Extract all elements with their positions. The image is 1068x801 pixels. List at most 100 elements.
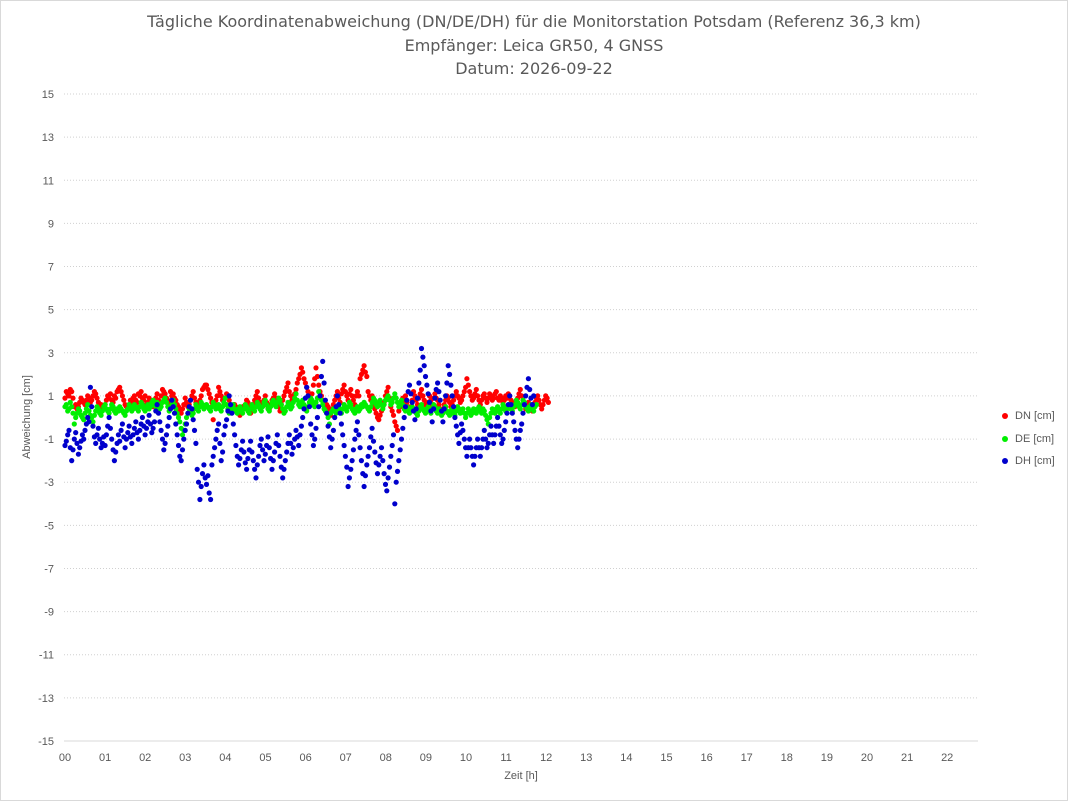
y-tick-label: 13 xyxy=(42,132,54,144)
y-axis-label: Abweichung [cm] xyxy=(21,375,33,459)
point-dh xyxy=(334,393,340,399)
point-dh xyxy=(329,436,335,442)
point-dh xyxy=(220,449,226,455)
point-de xyxy=(175,414,182,421)
point-dh xyxy=(226,393,232,399)
x-axis-label: Zeit [h] xyxy=(504,770,538,782)
x-tick-label: 22 xyxy=(941,752,953,764)
point-dh xyxy=(389,442,395,449)
point-dh xyxy=(183,421,190,427)
point-dh xyxy=(230,421,236,427)
y-tick-label: -11 xyxy=(39,650,54,662)
point-dh xyxy=(282,458,288,464)
point-de xyxy=(318,397,324,403)
point-dn xyxy=(179,406,186,412)
x-tick-label: 16 xyxy=(700,752,712,764)
point-dh xyxy=(107,425,113,431)
point-dh xyxy=(71,436,77,442)
point-dh xyxy=(317,393,323,399)
point-dh xyxy=(361,483,367,490)
point-dh xyxy=(512,427,518,433)
point-dh xyxy=(447,371,453,377)
point-dh xyxy=(491,440,497,446)
x-tick-label: 07 xyxy=(340,752,352,764)
point-dh xyxy=(222,423,228,429)
point-dh xyxy=(208,496,214,503)
point-dn xyxy=(402,393,409,399)
point-dh xyxy=(313,425,319,431)
point-de xyxy=(246,410,252,416)
point-de xyxy=(385,393,391,399)
point-dh xyxy=(277,453,283,459)
point-dn xyxy=(121,397,127,403)
point-de xyxy=(240,410,246,416)
x-tick-label: 13 xyxy=(580,752,592,764)
point-dh xyxy=(401,414,407,421)
point-dh xyxy=(508,402,514,408)
point-dh xyxy=(179,447,186,453)
point-de xyxy=(525,408,532,414)
point-de xyxy=(70,410,76,416)
point-dh xyxy=(159,436,166,442)
point-dh xyxy=(320,358,326,364)
point-dh xyxy=(443,393,449,399)
point-dn xyxy=(465,382,471,388)
point-dh xyxy=(177,453,183,459)
point-dh xyxy=(384,488,390,494)
point-dh xyxy=(397,447,403,453)
point-dh xyxy=(516,436,522,442)
point-dh xyxy=(305,393,311,399)
point-de xyxy=(82,410,88,416)
point-dn xyxy=(107,391,113,397)
point-dn xyxy=(94,395,100,401)
point-dh xyxy=(87,384,93,390)
point-dh xyxy=(257,442,263,449)
point-dn xyxy=(309,391,315,397)
point-dh xyxy=(218,458,224,464)
point-dh xyxy=(481,427,487,433)
point-de xyxy=(389,399,395,405)
legend-marker-de xyxy=(1002,436,1008,442)
point-de xyxy=(282,408,288,414)
y-tick-label: -3 xyxy=(44,477,54,489)
point-dh xyxy=(163,432,170,438)
point-de xyxy=(264,402,270,408)
point-dh xyxy=(241,449,247,455)
point-de xyxy=(73,414,79,421)
point-dn xyxy=(281,393,287,399)
point-dn xyxy=(436,402,442,408)
point-de xyxy=(86,408,92,414)
point-dh xyxy=(272,449,278,455)
point-dh xyxy=(394,468,401,474)
point-dn xyxy=(479,397,485,403)
point-dh xyxy=(201,462,207,468)
x-tick-label: 03 xyxy=(179,752,191,764)
point-dn xyxy=(154,391,160,397)
point-dh xyxy=(483,436,489,442)
legend-label-de: DE [cm] xyxy=(1015,433,1055,445)
point-dh xyxy=(123,436,129,442)
point-dh xyxy=(81,436,87,442)
point-dn xyxy=(118,389,124,395)
point-dn xyxy=(285,380,291,386)
point-dn xyxy=(69,389,75,395)
x-tick-label: 08 xyxy=(380,752,392,764)
point-dn xyxy=(262,393,268,399)
y-tick-label: 1 xyxy=(48,391,54,403)
point-dh xyxy=(346,475,352,481)
point-dh xyxy=(69,458,75,464)
point-dn xyxy=(475,393,481,399)
point-dh xyxy=(392,501,398,507)
point-de xyxy=(483,412,489,418)
point-dn xyxy=(461,389,467,395)
point-de xyxy=(481,408,487,414)
point-dh xyxy=(197,496,203,503)
point-dh xyxy=(182,427,188,433)
point-dh xyxy=(520,410,526,416)
point-dh xyxy=(321,380,327,386)
point-dh xyxy=(515,445,521,451)
point-dh xyxy=(97,436,103,442)
point-de xyxy=(139,402,145,408)
point-de xyxy=(147,404,154,410)
point-dh xyxy=(249,449,255,455)
